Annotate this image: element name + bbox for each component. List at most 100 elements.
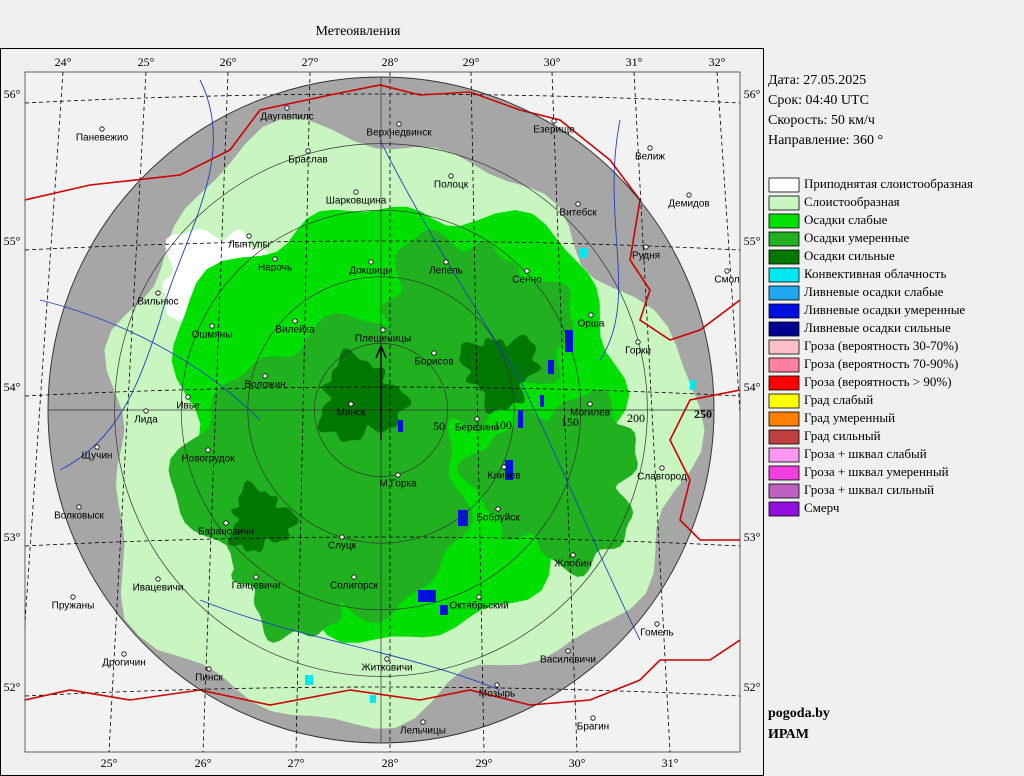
parallel [25,536,740,547]
meridian [202,72,229,752]
meridian [470,72,485,752]
legend-swatch [768,375,800,391]
echo-area [227,480,300,552]
city-label: Дрогичин [102,658,145,669]
motion-arrow [375,344,387,440]
river [599,119,621,361]
city-marker [272,256,278,262]
city-marker [524,268,530,274]
city-marker [185,394,191,400]
city-marker [262,373,268,379]
info-line: Срок: 04:40 UTC [768,93,869,108]
city-label: Жлобин [554,558,592,570]
legend-label: Град умеренный [804,410,895,425]
legend-label: Гроза + шквал сильный [804,482,934,497]
city-marker [253,574,259,580]
legend-swatch [768,303,800,319]
city-label: Горки [625,346,651,357]
parallel [25,93,740,104]
echo-area [381,229,573,432]
city-marker [384,656,390,662]
city-marker [353,189,359,195]
lat-label: 52° [744,680,761,694]
legend-swatch [768,177,800,193]
range-label: 150 [561,415,579,429]
lon-label: 31° [626,55,643,69]
convective-cell [690,380,696,390]
legend-swatch [768,285,800,301]
footer-site: pogoda.by [768,706,830,721]
city-label: Вильнюс [137,297,178,308]
city-marker [155,576,161,582]
city-marker [94,444,100,450]
city-label: Сенно [512,275,542,286]
city-label: Ошмяны [192,330,233,341]
city-label: Лельчицы [400,726,446,737]
city-marker [494,682,500,688]
river [39,299,261,421]
meridian [716,72,740,418]
lat-label: 54° [744,380,761,394]
city-marker [474,416,480,422]
legend-label: Гроза + шквал умеренный [804,464,949,479]
lon-label: 31° [662,756,679,770]
city-label: Ивье [176,401,200,412]
legend-swatch [768,447,800,463]
meridian [108,72,147,752]
city-marker [380,327,386,333]
city-marker [570,552,576,558]
lat-label: 55° [744,234,761,248]
convective-cell [370,695,376,703]
city-label: Смол [714,275,739,286]
city-marker [495,506,501,512]
city-marker [565,648,571,654]
city-label: Шарковщина [326,196,387,207]
city-label: Демидов [668,199,710,210]
city-marker [724,268,730,274]
lon-label: 26° [195,756,212,770]
legend-swatch [768,339,800,355]
legend-label: Ливневые осадки сильные [804,320,951,335]
river [199,599,501,691]
parallel [25,686,740,697]
info-line: Дата: 27.05.2025 [768,73,866,88]
shower-cell [565,330,573,352]
city-marker [575,201,581,207]
lat-label: 54° [4,380,21,394]
echo-area [457,390,638,577]
city-label: Барановичи [198,527,254,538]
city-label: Октябрьский [449,600,508,612]
legend-swatch [768,321,800,337]
lon-label: 26° [220,55,237,69]
city-marker [209,323,215,329]
city-label: Вилейка [275,325,315,336]
shower-cell [458,510,468,526]
legend-label: Гроза + шквал слабый [804,446,927,461]
city-label: Орша [578,319,605,330]
legend-swatch [768,213,800,229]
legend-swatch [768,501,800,517]
city-marker [339,534,345,540]
city-marker [76,504,82,510]
city-label: Воложин [244,380,285,391]
city-marker [587,401,593,407]
legend-swatch [768,465,800,481]
city-marker [292,318,298,324]
legend-swatch [768,411,800,427]
city-marker [659,465,665,471]
city-label: Ивацевичи [133,583,184,594]
city-label: Даугавпилс [260,112,313,123]
lon-label: 24° [55,55,72,69]
shower-cell [418,590,436,602]
city-marker [143,408,149,414]
footer-org: ИРАМ [768,727,809,742]
city-marker [396,121,402,127]
city-label: Василевичи [540,655,596,666]
legend-swatch [768,231,800,247]
river [379,139,641,641]
city-marker [501,464,507,470]
city-label: Плещеницы [355,334,411,345]
city-marker [647,145,653,151]
